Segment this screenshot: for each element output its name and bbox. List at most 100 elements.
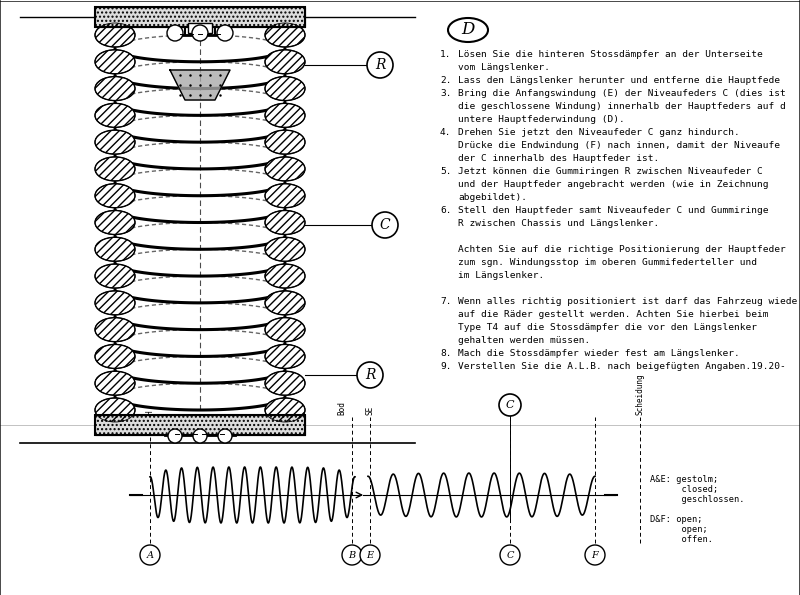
Ellipse shape: [265, 371, 305, 395]
Text: A&E: gestolm;: A&E: gestolm;: [650, 475, 718, 484]
Text: C: C: [506, 400, 514, 410]
Text: der C innerhalb des Hauptfeder ist.: der C innerhalb des Hauptfeder ist.: [458, 154, 659, 163]
Text: R: R: [365, 368, 375, 382]
Ellipse shape: [265, 157, 305, 181]
Text: Scheidung: Scheidung: [635, 374, 645, 415]
Circle shape: [140, 545, 160, 565]
Text: Drücke die Endwindung (F) nach innen, damit der Niveaufe: Drücke die Endwindung (F) nach innen, da…: [458, 141, 780, 150]
Text: Wenn alles richtig positioniert ist darf das Fahrzeug wiede: Wenn alles richtig positioniert ist darf…: [458, 297, 798, 306]
Circle shape: [500, 545, 520, 565]
Text: 9.: 9.: [440, 362, 451, 371]
Ellipse shape: [265, 184, 305, 208]
Text: Stell den Hauptfeder samt Niveaufeder C und Gummiringe: Stell den Hauptfeder samt Niveaufeder C …: [458, 206, 769, 215]
Ellipse shape: [95, 184, 135, 208]
Ellipse shape: [265, 77, 305, 101]
Text: 5.: 5.: [440, 167, 451, 176]
Ellipse shape: [265, 345, 305, 368]
Circle shape: [372, 212, 398, 238]
Text: die geschlossene Windung) innerhalb der Hauptfeders auf d: die geschlossene Windung) innerhalb der …: [458, 102, 786, 111]
Text: R zwischen Chassis und Längslenker.: R zwischen Chassis und Längslenker.: [458, 219, 659, 228]
Ellipse shape: [95, 264, 135, 288]
Text: SE: SE: [366, 406, 374, 415]
Bar: [95, 7, 305, 27]
Ellipse shape: [95, 23, 135, 47]
Circle shape: [367, 52, 393, 78]
Ellipse shape: [95, 157, 135, 181]
Circle shape: [499, 394, 521, 416]
Text: open;: open;: [650, 525, 708, 534]
Circle shape: [585, 545, 605, 565]
Text: 4.: 4.: [440, 128, 451, 137]
Ellipse shape: [95, 50, 135, 74]
Ellipse shape: [265, 130, 305, 154]
Text: Drehen Sie jetzt den Niveaufeder C ganz hindurch.: Drehen Sie jetzt den Niveaufeder C ganz …: [458, 128, 740, 137]
Text: Achten Sie auf die richtige Positionierung der Hauptfeder: Achten Sie auf die richtige Positionieru…: [458, 245, 786, 254]
Bar: [188, 23, 212, 33]
Ellipse shape: [265, 318, 305, 342]
Text: Mach die Stossdämpfer wieder fest am Längslenker.: Mach die Stossdämpfer wieder fest am Län…: [458, 349, 740, 358]
Text: Verstellen Sie die A.L.B. nach beigefügten Angaben.19.20-: Verstellen Sie die A.L.B. nach beigefügt…: [458, 362, 786, 371]
Text: H: H: [146, 411, 154, 415]
Text: im Längslenker.: im Längslenker.: [458, 271, 544, 280]
Circle shape: [360, 545, 380, 565]
Ellipse shape: [95, 104, 135, 127]
Text: auf die Räder gestellt werden. Achten Sie hierbei beim: auf die Räder gestellt werden. Achten Si…: [458, 310, 769, 319]
Ellipse shape: [448, 18, 488, 42]
Text: B: B: [349, 550, 355, 559]
Text: R: R: [374, 58, 386, 72]
Text: F: F: [592, 550, 598, 559]
Circle shape: [357, 362, 383, 388]
Text: gehalten werden müssen.: gehalten werden müssen.: [458, 336, 590, 345]
Ellipse shape: [95, 371, 135, 395]
Text: 8.: 8.: [440, 349, 451, 358]
Ellipse shape: [265, 104, 305, 127]
Circle shape: [167, 25, 183, 41]
Text: zum sgn. Windungsstop im oberen Gummifederteller und: zum sgn. Windungsstop im oberen Gummifed…: [458, 258, 757, 267]
Ellipse shape: [95, 130, 135, 154]
Ellipse shape: [265, 398, 305, 422]
Text: Jetzt können die Gummiringen R zwischen Niveaufeder C: Jetzt können die Gummiringen R zwischen …: [458, 167, 762, 176]
Ellipse shape: [95, 318, 135, 342]
Text: 2.: 2.: [440, 76, 451, 85]
Ellipse shape: [265, 291, 305, 315]
Polygon shape: [170, 70, 230, 100]
Text: untere Hauptfederwindung (D).: untere Hauptfederwindung (D).: [458, 115, 625, 124]
Text: Lösen Sie die hinteren Stossdämpfer an der Unterseite: Lösen Sie die hinteren Stossdämpfer an d…: [458, 50, 762, 59]
Text: E: E: [366, 550, 374, 559]
Circle shape: [217, 25, 233, 41]
Text: Bod: Bod: [338, 401, 346, 415]
Text: 6.: 6.: [440, 206, 451, 215]
Ellipse shape: [95, 237, 135, 261]
Text: offen.: offen.: [650, 535, 713, 544]
Ellipse shape: [95, 345, 135, 368]
Text: 1.: 1.: [440, 50, 451, 59]
Bar: [95, 7, 305, 27]
Bar: [95, 415, 305, 435]
Ellipse shape: [265, 237, 305, 261]
Text: vom Längslenker.: vom Längslenker.: [458, 63, 550, 72]
Ellipse shape: [265, 50, 305, 74]
Ellipse shape: [95, 211, 135, 234]
Text: C: C: [506, 550, 514, 559]
Text: und der Hauptfeder angebracht werden (wie in Zeichnung: und der Hauptfeder angebracht werden (wi…: [458, 180, 769, 189]
Circle shape: [342, 545, 362, 565]
Text: D&F: open;: D&F: open;: [650, 515, 702, 524]
Ellipse shape: [265, 211, 305, 234]
Circle shape: [193, 429, 207, 443]
Text: D: D: [462, 21, 474, 39]
Ellipse shape: [265, 264, 305, 288]
Text: C: C: [380, 218, 390, 232]
Text: Type T4 auf die Stossdämpfer die vor den Längslenker: Type T4 auf die Stossdämpfer die vor den…: [458, 323, 757, 332]
Text: geschlossen.: geschlossen.: [650, 495, 745, 504]
Text: 7.: 7.: [440, 297, 451, 306]
Text: A: A: [146, 550, 154, 559]
Circle shape: [192, 25, 208, 41]
Ellipse shape: [265, 23, 305, 47]
Circle shape: [168, 429, 182, 443]
Ellipse shape: [95, 398, 135, 422]
Text: Lass den Längslenker herunter und entferne die Hauptfede: Lass den Längslenker herunter und entfer…: [458, 76, 780, 85]
Ellipse shape: [95, 291, 135, 315]
Circle shape: [218, 429, 232, 443]
Ellipse shape: [95, 77, 135, 101]
Bar: [95, 415, 305, 435]
